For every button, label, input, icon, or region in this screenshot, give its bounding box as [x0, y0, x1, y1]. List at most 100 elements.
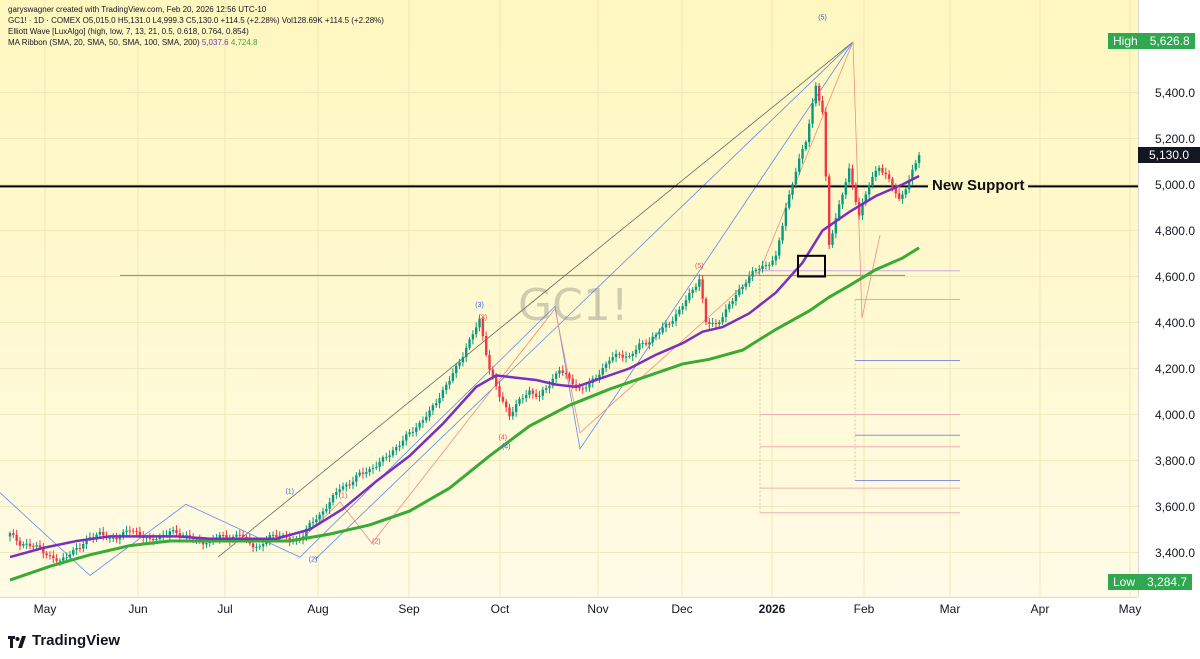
- symbol-ohlc-line[interactable]: GC1! · 1D · COMEX O5,015.0 H5,131.0 L4,9…: [8, 16, 384, 25]
- candle-body: [48, 555, 52, 557]
- candle-body: [261, 544, 265, 547]
- candle-body: [238, 534, 241, 536]
- price-chart-svg[interactable]: (1) (2) (1) (2) (3) (3) (4) (4) (5) (5): [0, 0, 1138, 597]
- candle-body: [185, 535, 188, 537]
- candle-body: [271, 534, 275, 536]
- candle-body: [358, 472, 361, 476]
- price-tick-label: 3,400.0: [1154, 545, 1195, 560]
- candle-body: [108, 537, 112, 539]
- candle-body: [411, 431, 415, 433]
- ma-ribbon-legend[interactable]: MA Ribbon (SMA, 20, SMA, 50, SMA, 100, S…: [8, 37, 384, 48]
- low-label: Low: [1113, 575, 1136, 589]
- candle-body: [861, 203, 864, 216]
- price-axis[interactable]: 5,400.0 5,200.0 5,000.0 4,800.0 4,600.0 4,400…: [1138, 0, 1200, 597]
- candle-body: [911, 169, 914, 180]
- candle-body: [171, 529, 175, 532]
- trend-line-blue: [314, 41, 854, 560]
- candle-body: [335, 491, 338, 495]
- candle-body: [438, 397, 441, 404]
- elliott-wave-blue: [0, 41, 854, 577]
- price-tick-label: 3,800.0: [1154, 453, 1195, 468]
- candle-body: [571, 378, 574, 385]
- candle-body: [644, 342, 648, 345]
- candle-body: [721, 317, 724, 323]
- candle-body: [568, 373, 571, 379]
- candle-body: [325, 508, 328, 512]
- candle-body: [854, 184, 858, 203]
- candle-body: [421, 420, 425, 423]
- candle-body: [491, 369, 495, 376]
- candle-body: [15, 534, 18, 541]
- candle-body: [85, 538, 88, 545]
- candle-body: [511, 411, 515, 417]
- time-axis[interactable]: May Jun Jul Aug Sep Oct Nov Dec 2026 Feb Mar Apr May: [0, 597, 1141, 624]
- candle-body: [355, 475, 358, 482]
- candle-body: [884, 172, 887, 175]
- candle-body: [455, 365, 458, 374]
- price-tick-label: 4,600.0: [1154, 269, 1195, 284]
- candle-body: [415, 427, 418, 432]
- candle-body: [52, 555, 55, 559]
- candle-body: [361, 472, 365, 474]
- brand-name: TradingView: [32, 632, 121, 649]
- candle-body: [688, 293, 691, 301]
- candle-body: [82, 544, 85, 549]
- candle-body: [741, 286, 744, 290]
- candle-body: [724, 309, 728, 318]
- candle-body: [378, 461, 381, 467]
- symbol-watermark: GC1!: [518, 280, 629, 331]
- candle-body: [678, 309, 681, 315]
- wave-label: (4): [499, 434, 508, 441]
- candle-body: [35, 545, 38, 547]
- time-tick-label: Oct: [490, 602, 510, 616]
- candle-body: [887, 174, 891, 179]
- price-tick-label: 5,400.0: [1154, 85, 1195, 100]
- wave-label: (3): [475, 302, 484, 309]
- candle-body: [801, 148, 804, 159]
- candle-body: [475, 327, 478, 335]
- wave-label: (2): [309, 557, 318, 564]
- candle-body: [128, 530, 132, 532]
- high-value: 5,626.8: [1149, 34, 1190, 48]
- time-tick-label: Sep: [398, 602, 420, 616]
- candle-body: [488, 354, 491, 370]
- candle-body: [714, 323, 718, 325]
- candle-body: [648, 342, 651, 345]
- candle-body: [518, 398, 521, 404]
- candle-body: [731, 301, 734, 305]
- candle-body: [321, 511, 325, 515]
- candle-body: [32, 546, 35, 548]
- candle-body: [151, 538, 155, 541]
- candle-body: [844, 182, 848, 195]
- candle-body: [694, 286, 698, 290]
- candle-body: [628, 356, 631, 358]
- trend-line-black: [217, 41, 854, 558]
- candle-body: [388, 455, 391, 458]
- tradingview-brand[interactable]: TradingView: [8, 632, 120, 649]
- ma20-line: [9, 174, 920, 559]
- candle-body: [18, 540, 22, 546]
- candle-body: [674, 314, 678, 321]
- candle-body: [524, 394, 528, 399]
- candle-body: [401, 440, 405, 446]
- candle-body: [788, 194, 791, 208]
- candle-body: [278, 535, 281, 538]
- candle-body: [658, 332, 661, 335]
- candle-body: [594, 377, 598, 379]
- candle-body: [112, 537, 115, 539]
- last-price-tag: 5,130.0: [1138, 147, 1200, 163]
- elliott-wave-red: [299, 41, 881, 544]
- candle-body: [881, 167, 884, 173]
- candle-body: [654, 334, 658, 337]
- candle-body: [718, 322, 721, 325]
- candle-body: [618, 353, 621, 355]
- candle-body: [348, 484, 351, 486]
- candle-body: [821, 100, 824, 113]
- elliott-wave-legend[interactable]: Elliott Wave [LuxAlgo] (high, low, 7, 13…: [8, 27, 249, 36]
- candle-body: [155, 539, 158, 541]
- candle-body: [471, 334, 475, 340]
- candle-body: [804, 142, 808, 149]
- price-tick-label: 4,200.0: [1154, 361, 1195, 376]
- chart-canvas[interactable]: (1) (2) (1) (2) (3) (3) (4) (4) (5) (5) GC1! New …: [0, 0, 1138, 597]
- candle-body: [771, 260, 774, 265]
